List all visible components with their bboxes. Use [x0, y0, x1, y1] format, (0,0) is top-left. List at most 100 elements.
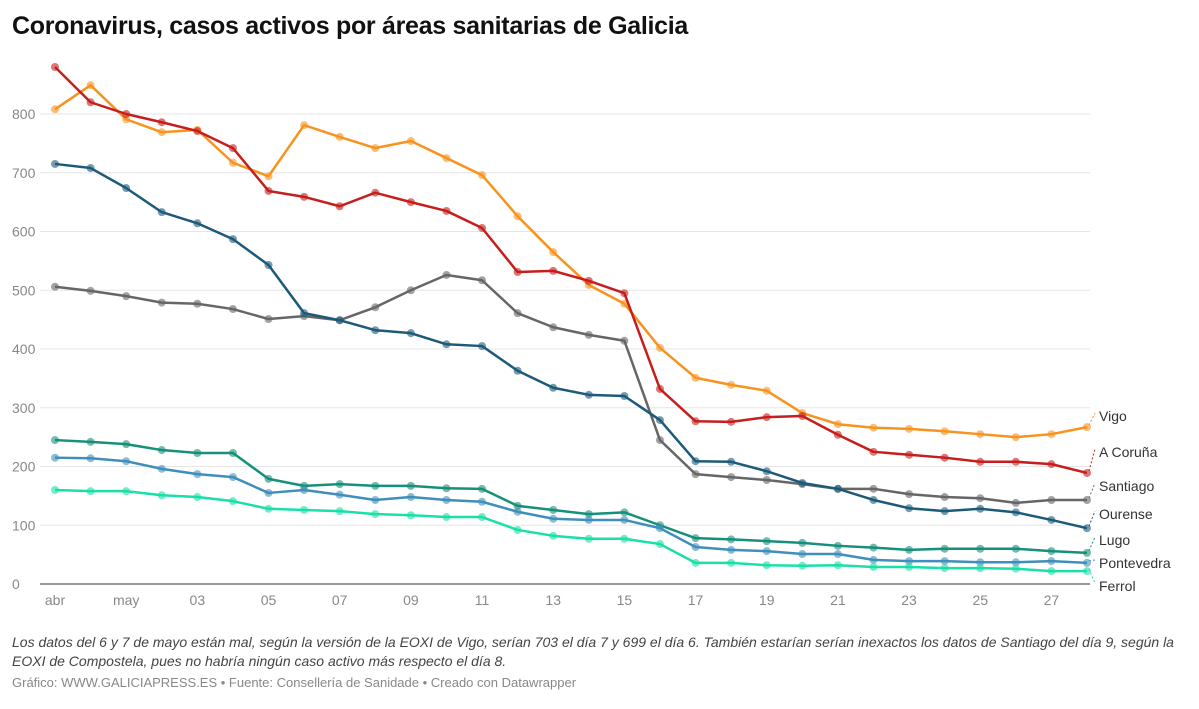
data-point — [371, 481, 380, 490]
data-point — [228, 305, 237, 314]
data-point — [513, 501, 522, 510]
series-label: Vigo — [1099, 408, 1127, 424]
data-point — [371, 495, 380, 504]
data-point — [478, 276, 487, 285]
data-point — [940, 427, 949, 436]
series-line-ourense — [54, 162, 1088, 530]
data-point — [51, 486, 59, 494]
y-tick-label: 500 — [12, 282, 36, 298]
data-point — [228, 448, 237, 457]
data-point — [940, 453, 949, 462]
data-point — [869, 484, 878, 493]
data-point — [905, 490, 914, 499]
data-point — [335, 132, 344, 141]
y-tick-label: 700 — [12, 165, 36, 181]
data-point — [762, 547, 771, 556]
data-point — [228, 473, 237, 482]
data-point — [1047, 567, 1056, 576]
data-point — [655, 436, 664, 445]
data-point — [228, 158, 237, 167]
label-connector — [1088, 510, 1096, 527]
data-point — [976, 457, 985, 466]
data-point — [157, 298, 166, 307]
data-point — [620, 392, 629, 400]
data-point — [549, 266, 558, 275]
data-point — [691, 417, 700, 426]
data-point — [86, 437, 95, 446]
data-point — [406, 481, 415, 490]
data-point — [335, 480, 344, 489]
data-point — [869, 495, 878, 504]
data-point — [86, 487, 95, 496]
series-label: Lugo — [1099, 532, 1130, 548]
data-point — [727, 535, 736, 544]
data-point — [371, 326, 380, 335]
data-point — [406, 137, 415, 146]
data-point — [620, 534, 629, 543]
x-tick-label: 15 — [617, 592, 633, 608]
data-point — [193, 219, 202, 228]
data-point — [442, 154, 451, 163]
data-point — [335, 316, 344, 325]
data-point — [264, 260, 273, 269]
data-point — [264, 504, 273, 513]
data-point — [976, 504, 985, 513]
data-point — [51, 282, 59, 291]
data-point — [478, 223, 487, 232]
data-point — [157, 128, 166, 137]
data-point — [940, 507, 949, 516]
data-point — [620, 508, 629, 517]
data-point — [727, 457, 736, 466]
data-point — [833, 420, 842, 429]
data-point — [1047, 460, 1056, 469]
data-point — [300, 121, 309, 130]
data-point — [157, 491, 166, 500]
data-point — [762, 467, 771, 476]
data-point — [335, 202, 344, 211]
data-point — [122, 457, 131, 466]
data-point — [1083, 468, 1091, 477]
chart-title: Coronavirus, casos activos por áreas san… — [12, 12, 688, 40]
data-point — [762, 413, 771, 422]
data-point — [157, 118, 166, 127]
label-connector — [1088, 536, 1096, 552]
x-tick-label: 25 — [972, 592, 988, 608]
data-point — [264, 474, 273, 483]
data-point — [51, 436, 59, 445]
data-point — [406, 198, 415, 207]
data-point — [549, 383, 558, 392]
data-point — [655, 540, 664, 549]
data-point — [584, 390, 593, 399]
data-point — [371, 144, 380, 153]
data-point — [655, 384, 664, 393]
y-tick-label: 400 — [12, 341, 36, 357]
data-point — [264, 186, 273, 195]
data-point — [976, 494, 985, 503]
data-point — [869, 555, 878, 564]
data-point — [478, 342, 487, 351]
data-point — [549, 323, 558, 332]
data-point — [584, 510, 593, 519]
data-point — [300, 505, 309, 514]
data-point — [905, 450, 914, 459]
data-point — [1011, 498, 1020, 507]
y-tick-label: 0 — [12, 576, 20, 592]
data-point — [798, 478, 807, 487]
x-tick-label: abr — [45, 592, 66, 608]
data-point — [549, 514, 558, 523]
data-point — [940, 564, 949, 573]
data-point — [371, 303, 380, 312]
data-point — [905, 424, 914, 433]
data-point — [655, 343, 664, 352]
data-point — [122, 184, 131, 193]
data-point — [940, 557, 949, 566]
data-point — [762, 561, 771, 570]
data-point — [371, 188, 380, 197]
data-point — [157, 464, 166, 473]
data-point — [691, 457, 700, 466]
data-point — [1083, 567, 1091, 576]
data-point — [1011, 544, 1020, 553]
data-point — [442, 206, 451, 215]
data-point — [1047, 557, 1056, 566]
data-point — [442, 484, 451, 493]
